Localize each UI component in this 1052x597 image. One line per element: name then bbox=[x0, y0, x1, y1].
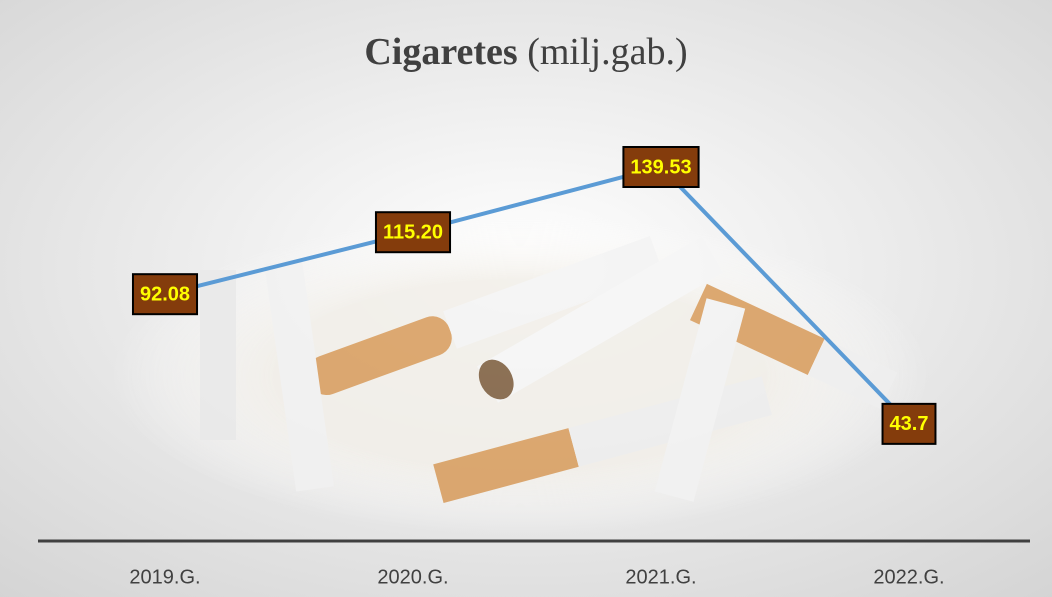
cigarettes-image bbox=[110, 215, 930, 535]
chart-title-group: Cigaretes (milj.gab.) bbox=[364, 31, 687, 73]
line bbox=[164, 164, 911, 426]
data-label: 92.08 bbox=[131, 273, 199, 316]
data-label-box bbox=[881, 402, 937, 445]
data-label-box bbox=[131, 273, 199, 316]
data-label-text: 43.7 bbox=[890, 413, 929, 435]
chart-subtitle: (milj.gab.) bbox=[527, 31, 687, 73]
x-tick-label: 2022.G. bbox=[873, 566, 944, 588]
data-label-box bbox=[374, 211, 452, 254]
x-tick-label: 2019.G. bbox=[129, 566, 200, 588]
data-label-text: 115.20 bbox=[383, 221, 443, 243]
data-label: 139.53 bbox=[622, 146, 700, 188]
data-label-box bbox=[622, 146, 700, 188]
data-label-text: 92.08 bbox=[140, 283, 190, 305]
chart-title: Cigaretes bbox=[364, 31, 517, 73]
data-label: 43.7 bbox=[881, 402, 937, 445]
x-tick-label: 2021.G. bbox=[625, 566, 696, 588]
x-tick-label: 2020.G. bbox=[377, 566, 448, 588]
data-label-text: 139.53 bbox=[630, 156, 691, 178]
data-label: 115.20 bbox=[374, 211, 452, 254]
